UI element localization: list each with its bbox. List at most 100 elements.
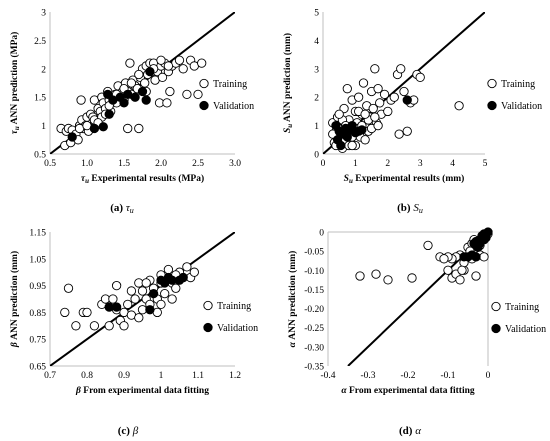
legend-marker-training: [203, 300, 213, 311]
training-point: [63, 283, 74, 293]
legend-label-training: Training: [217, 301, 251, 312]
y-tick-label: 1.5: [34, 94, 46, 104]
x-tick-label: 0.9: [118, 371, 130, 381]
validation-point: [336, 140, 346, 151]
training-point: [174, 55, 185, 65]
training-point: [353, 92, 364, 102]
y-tick-label: 3: [314, 65, 319, 75]
validation-point: [141, 95, 151, 105]
panel-caption: (b) Su: [397, 202, 423, 215]
training-point: [360, 135, 370, 145]
validation-point: [119, 98, 129, 108]
legend-marker-validation: [491, 323, 501, 334]
series-validation: [104, 272, 188, 315]
panel-caption: (d) α: [399, 425, 421, 437]
y-tick-label: 0: [319, 229, 324, 239]
training-point: [383, 275, 393, 285]
training-point: [156, 55, 166, 65]
x-axis-title: β From experimental data fitting: [75, 386, 209, 396]
validation-point: [357, 125, 367, 135]
series-validation: [459, 227, 493, 262]
training-point: [162, 98, 172, 108]
training-point: [454, 101, 464, 111]
training-point: [355, 271, 365, 281]
training-point: [358, 78, 369, 88]
training-point: [342, 84, 352, 94]
chart-panel-2: 0 1 2 3 4 5 0 1 2 3 4 5 Su Experimental results (mm)…: [282, 9, 542, 216]
training-point: [399, 86, 409, 97]
training-point: [373, 120, 383, 131]
y-tick-label: 1.05: [29, 255, 46, 265]
x-tick-label: 1.2: [229, 371, 241, 381]
validation-point: [178, 272, 188, 283]
series-validation: [331, 95, 412, 151]
training-point: [370, 64, 380, 74]
training-point: [443, 265, 453, 275]
training-point: [457, 265, 467, 275]
y-axis-title: Su ANN prediction (mm): [282, 33, 294, 133]
training-point: [60, 307, 70, 318]
y-tick-label: -0.20: [304, 305, 324, 315]
training-point: [471, 271, 481, 281]
x-tick-label: 0.7: [44, 371, 56, 381]
training-point: [134, 69, 144, 80]
panel-caption: (c) β: [118, 425, 139, 437]
y-tick-label: 0.75: [29, 336, 46, 346]
training-point: [479, 252, 489, 262]
x-tick-label: 0: [321, 159, 326, 169]
y-tick-label: 0.65: [29, 363, 46, 373]
training-point: [389, 92, 399, 102]
training-point: [160, 288, 170, 299]
y-axis-title: α ANN prediction (mm): [287, 251, 298, 348]
legend-marker-validation: [199, 100, 209, 111]
training-point: [123, 299, 133, 310]
validation-point: [402, 95, 412, 105]
x-tick-label: -0.1: [440, 371, 455, 381]
x-tick-label: 3: [418, 159, 423, 169]
training-point: [156, 299, 166, 310]
y-tick-label: 1: [314, 122, 319, 132]
x-tick-label: 0.8: [81, 371, 93, 381]
y-tick-label: 0.85: [29, 309, 46, 319]
x-axis-title: τu Experimental results (MPa): [81, 173, 204, 185]
chart-panel-3: 0.7 0.8 0.9 1 1.1 1.2 0.65 0.75 0.85 0.95 1.05 1.15…: [9, 229, 258, 438]
training-point: [373, 84, 383, 94]
training-point: [108, 294, 118, 304]
training-point: [407, 273, 417, 283]
training-point: [163, 264, 174, 275]
training-point: [137, 286, 148, 296]
y-tick-label: -0.10: [304, 267, 324, 277]
validation-point: [89, 123, 100, 134]
training-point: [71, 321, 81, 331]
x-tick-label: 2: [385, 159, 390, 169]
training-point: [193, 89, 203, 100]
x-tick-label: 1: [159, 371, 164, 381]
training-point: [134, 123, 144, 134]
training-point: [157, 72, 168, 82]
y-tick-label: 1: [41, 122, 46, 132]
y-axis-title: β ANN prediction (mm): [9, 251, 20, 348]
training-point: [130, 294, 140, 304]
training-point: [415, 72, 425, 82]
legend-label-training: Training: [501, 79, 535, 90]
validation-point: [67, 132, 77, 142]
training-point: [394, 129, 404, 139]
training-point: [163, 61, 174, 71]
legend-marker-training: [487, 78, 497, 89]
training-point: [347, 140, 357, 151]
training-point: [371, 269, 381, 279]
training-point: [383, 106, 393, 117]
training-point: [375, 98, 385, 108]
y-tick-label: -0.15: [304, 286, 324, 296]
validation-point: [137, 86, 148, 97]
training-point: [423, 240, 433, 251]
training-point: [439, 254, 449, 264]
x-tick-label: 2.5: [192, 159, 204, 169]
validation-point: [148, 288, 159, 299]
training-point: [111, 280, 122, 291]
x-tick-label: 4: [450, 159, 455, 169]
x-tick-label: 0.5: [44, 159, 56, 169]
validation-point: [103, 89, 113, 100]
training-point: [370, 112, 380, 122]
y-tick-label: -0.05: [304, 248, 324, 258]
